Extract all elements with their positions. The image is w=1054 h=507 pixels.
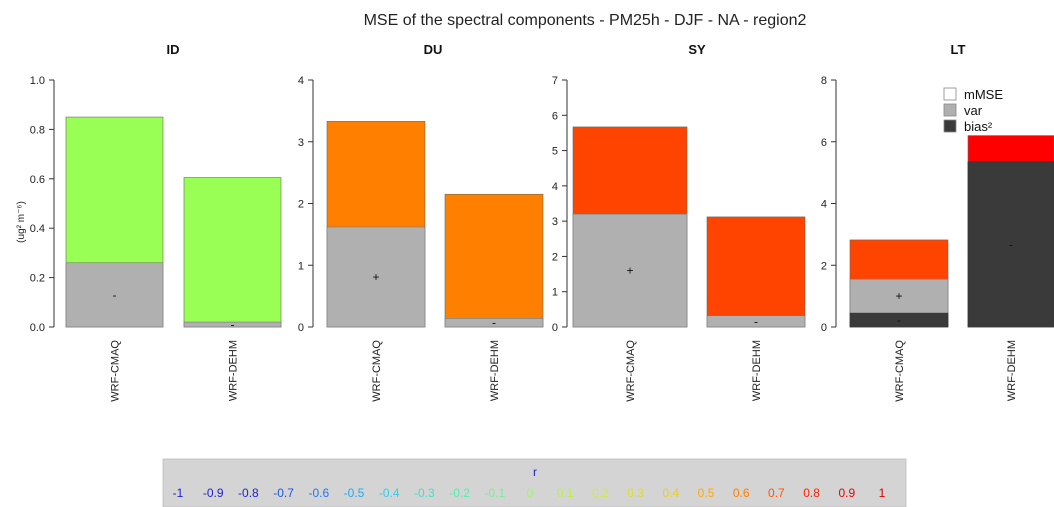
chart-panels: ID0.00.20.40.60.81.0-WRF-CMAQ-WRF-DEHMDU… — [30, 42, 1054, 402]
panel-title: DU — [424, 42, 443, 57]
colorbar-label: -0.1 — [484, 486, 505, 500]
y-tick-label: 0.2 — [30, 273, 45, 285]
y-tick-label: 0.0 — [30, 322, 45, 334]
x-category-label: WRF-DEHM — [489, 340, 501, 401]
y-tick-label: 3 — [552, 216, 558, 228]
x-category-label: WRF-DEHM — [1006, 340, 1018, 401]
x-category-label: WRF-CMAQ — [625, 340, 637, 402]
bar-var — [65, 262, 164, 328]
panel-du: DU 0 1 2 3 4 + WRF-CMAQ - WRF-DEHM — [298, 42, 544, 402]
bar-sign-marker: - — [754, 314, 758, 328]
y-tick-label: 0 — [821, 322, 827, 334]
y-tick-label: 4 — [298, 75, 304, 87]
y-tick-label: 6 — [552, 110, 558, 122]
y-tick-label: 0 — [298, 322, 304, 334]
colorbar-label: -0.4 — [379, 486, 400, 500]
colorbar-label: -0.2 — [449, 486, 470, 500]
y-axis-label: (ug² m⁻⁶) — [16, 201, 27, 243]
legend-swatch-mMSE — [943, 87, 957, 101]
bar-var — [183, 321, 282, 328]
y-tick-label: 5 — [552, 146, 558, 158]
colorbar-label: 0.5 — [698, 486, 715, 500]
colorbar-label: 0.6 — [733, 486, 750, 500]
y-tick-label: 1 — [298, 260, 304, 272]
x-category-label: WRF-CMAQ — [110, 340, 122, 402]
panel-sy: SY 0 1 2 3 4 5 6 7 + WRF-CMAQ - WRF-DEHM — [552, 42, 806, 402]
panel-lt: LT 0 2 4 6 8 + - WRF-CMAQ - WRF-DEHM — [821, 42, 1054, 402]
panel-title: SY — [688, 42, 706, 57]
colorbar-label: 0.3 — [627, 486, 644, 500]
legend-swatch-bias2 — [943, 119, 957, 133]
bar-sign-marker: + — [372, 270, 379, 284]
x-category-label: WRF-DEHM — [751, 340, 763, 401]
y-tick-label: 4 — [552, 181, 558, 193]
colorbar-label: -0.8 — [238, 486, 259, 500]
legend-label-bias2: bias² — [964, 119, 993, 134]
bar-total — [444, 193, 544, 328]
x-category-label: WRF-CMAQ — [894, 340, 906, 402]
colorbar-label: 0.2 — [592, 486, 609, 500]
colorbar-label: 1 — [879, 486, 886, 500]
y-tick-label: 4 — [821, 199, 827, 211]
bar-sign-marker: - — [231, 318, 235, 332]
bar-var — [444, 318, 544, 328]
colorbar-box — [162, 458, 907, 507]
colorbar-label: 0.8 — [803, 486, 820, 500]
bar-sign-marker: + — [895, 289, 902, 303]
colorbar-label: 0.7 — [768, 486, 785, 500]
y-tick-label: 2 — [298, 199, 304, 211]
panel-title: LT — [951, 42, 966, 57]
panel-id: ID 0.0 0.2 0.4 0.6 0.8 1.0 - WRF-CMAQ - WRF-DEHM — [30, 42, 282, 402]
y-tick-label: 2 — [821, 260, 827, 272]
bar-sign-marker: + — [626, 264, 633, 278]
bar-bias2 — [967, 161, 1054, 328]
x-category-label: WRF-CMAQ — [371, 340, 383, 402]
bar-sign-marker: - — [897, 313, 901, 327]
colorbar-label: 0 — [527, 486, 534, 500]
y-tick-label: 0.6 — [30, 174, 45, 186]
y-tick-label: 8 — [821, 75, 827, 87]
colorbar-label: -0.6 — [308, 486, 329, 500]
bar-sign-marker: - — [1009, 237, 1013, 251]
bar-var — [572, 213, 688, 328]
colorbar: r -1 -0.9 -0.8 -0.7 -0.6 -0.5 -0.4 -0.3 -0.2 -0.1 0… — [162, 458, 907, 507]
colorbar-label: -0.3 — [414, 486, 435, 500]
panel-title: ID — [167, 42, 180, 57]
x-category-label: WRF-DEHM — [228, 340, 240, 401]
colorbar-title: r — [533, 465, 537, 479]
bar-total — [706, 216, 806, 328]
bar-sign-marker: - — [113, 288, 117, 302]
y-tick-label: 0.8 — [30, 124, 45, 136]
y-tick-label: 2 — [552, 251, 558, 263]
colorbar-label: -1 — [173, 486, 184, 500]
y-tick-label: 0.4 — [30, 223, 45, 235]
bar-var — [706, 315, 806, 328]
bar-total — [183, 177, 282, 328]
bar-bias2 — [849, 312, 949, 328]
y-tick-label: 6 — [821, 137, 827, 149]
colorbar-label: 0.4 — [662, 486, 679, 500]
bar-sign-marker: - — [492, 316, 496, 330]
legend-label-mMSE: mMSE — [964, 87, 1003, 102]
colorbar-label: -0.7 — [273, 486, 294, 500]
colorbar-label: -0.5 — [344, 486, 365, 500]
y-tick-label: 3 — [298, 137, 304, 149]
y-tick-label: 1 — [552, 287, 558, 299]
colorbar-label: 0.9 — [838, 486, 855, 500]
y-tick-label: 7 — [552, 75, 558, 87]
bar-var — [326, 226, 426, 328]
legend-swatch-var — [943, 103, 957, 117]
legend-label-var: var — [964, 103, 983, 118]
colorbar-label: -0.9 — [203, 486, 224, 500]
y-tick-label: 1.0 — [30, 75, 45, 87]
chart-title: MSE of the spectral components - PM25h -… — [364, 12, 807, 29]
y-tick-label: 0 — [552, 322, 558, 334]
colorbar-label: 0.1 — [557, 486, 574, 500]
